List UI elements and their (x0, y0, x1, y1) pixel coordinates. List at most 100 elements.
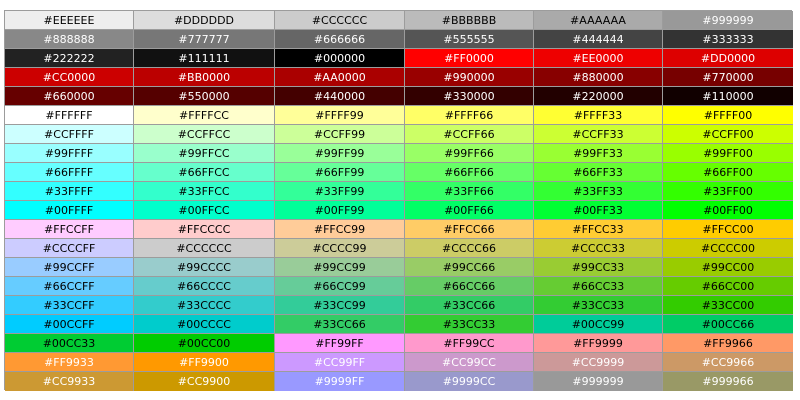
color-swatch-cell[interactable]: #99CC66 (405, 258, 534, 277)
color-swatch-cell[interactable]: #99CC99 (275, 258, 405, 277)
color-swatch-cell[interactable]: #FFCC33 (534, 220, 663, 239)
color-swatch-cell[interactable]: #33FF66 (405, 182, 534, 201)
color-swatch-cell[interactable]: #00FF99 (275, 201, 405, 220)
color-swatch-cell[interactable]: #DDDDDD (134, 11, 275, 30)
color-swatch-cell[interactable]: #550000 (134, 87, 275, 106)
color-swatch-cell[interactable]: #CCFF00 (663, 125, 793, 144)
color-swatch-cell[interactable]: #222222 (5, 49, 134, 68)
color-swatch-cell[interactable]: #00CC00 (134, 334, 275, 353)
color-swatch-cell[interactable]: #999966 (663, 372, 793, 391)
color-swatch-cell[interactable]: #00FF00 (663, 201, 793, 220)
color-swatch-cell[interactable]: #BB0000 (134, 68, 275, 87)
color-swatch-cell[interactable]: #CCCC33 (534, 239, 663, 258)
color-swatch-cell[interactable]: #999999 (663, 11, 793, 30)
color-swatch-cell[interactable]: #FF9900 (134, 353, 275, 372)
color-swatch-cell[interactable]: #00CCFF (5, 315, 134, 334)
color-swatch-cell[interactable]: #777777 (134, 30, 275, 49)
color-swatch-cell[interactable]: #00CC33 (5, 334, 134, 353)
color-swatch-cell[interactable]: #FF99CC (405, 334, 534, 353)
color-swatch-cell[interactable]: #555555 (405, 30, 534, 49)
color-swatch-cell[interactable]: #66CCFF (5, 277, 134, 296)
color-swatch-cell[interactable]: #33CC66 (405, 296, 534, 315)
color-swatch-cell[interactable]: #33FFCC (134, 182, 275, 201)
color-swatch-cell[interactable]: #33CCCC (134, 296, 275, 315)
color-swatch-cell[interactable]: #00CC66 (663, 315, 793, 334)
color-swatch-cell[interactable]: #AA0000 (275, 68, 405, 87)
color-swatch-cell[interactable]: #CC9900 (134, 372, 275, 391)
color-swatch-cell[interactable]: #CCCC99 (275, 239, 405, 258)
color-swatch-cell[interactable]: #FF9999 (534, 334, 663, 353)
color-swatch-cell[interactable]: #999999 (534, 372, 663, 391)
color-swatch-cell[interactable]: #33CC99 (275, 296, 405, 315)
color-swatch-cell[interactable]: #99FF00 (663, 144, 793, 163)
color-swatch-cell[interactable]: #CCFF66 (405, 125, 534, 144)
color-swatch-cell[interactable]: #66FF33 (534, 163, 663, 182)
color-swatch-cell[interactable]: #888888 (5, 30, 134, 49)
color-swatch-cell[interactable]: #CCCCCC (275, 11, 405, 30)
color-swatch-cell[interactable]: #CCCCFF (5, 239, 134, 258)
color-swatch-cell[interactable]: #33CC33 (534, 296, 663, 315)
color-swatch-cell[interactable]: #99CCCC (134, 258, 275, 277)
color-swatch-cell[interactable]: #99CC00 (663, 258, 793, 277)
color-swatch-cell[interactable]: #FFCC66 (405, 220, 534, 239)
color-swatch-cell[interactable]: #CCFFFF (5, 125, 134, 144)
color-swatch-cell[interactable]: #33FF99 (275, 182, 405, 201)
color-swatch-cell[interactable]: #66CC33 (534, 277, 663, 296)
color-swatch-cell[interactable]: #CC9999 (534, 353, 663, 372)
color-swatch-cell[interactable]: #FFFF66 (405, 106, 534, 125)
color-swatch-cell[interactable]: #000000 (275, 49, 405, 68)
color-swatch-cell[interactable]: #FFFF99 (275, 106, 405, 125)
color-swatch-cell[interactable]: #66CCCC (134, 277, 275, 296)
color-swatch-cell[interactable]: #00CC99 (534, 315, 663, 334)
color-swatch-cell[interactable]: #BBBBBB (405, 11, 534, 30)
color-swatch-cell[interactable]: #880000 (534, 68, 663, 87)
color-swatch-cell[interactable]: #330000 (405, 87, 534, 106)
color-swatch-cell[interactable]: #CCFFCC (134, 125, 275, 144)
color-swatch-cell[interactable]: #CCFF99 (275, 125, 405, 144)
color-swatch-cell[interactable]: #66CC66 (405, 277, 534, 296)
color-swatch-cell[interactable]: #66CC00 (663, 277, 793, 296)
color-swatch-cell[interactable]: #33CCFF (5, 296, 134, 315)
color-swatch-cell[interactable]: #33CC66 (275, 315, 405, 334)
color-swatch-cell[interactable]: #FF0000 (405, 49, 534, 68)
color-swatch-cell[interactable]: #FFFF00 (663, 106, 793, 125)
color-swatch-cell[interactable]: #AAAAAA (534, 11, 663, 30)
color-swatch-cell[interactable]: #33CC00 (663, 296, 793, 315)
color-swatch-cell[interactable]: #CC9933 (5, 372, 134, 391)
color-swatch-cell[interactable]: #FFFFCC (134, 106, 275, 125)
color-swatch-cell[interactable]: #FFCC99 (275, 220, 405, 239)
color-swatch-cell[interactable]: #CC99FF (275, 353, 405, 372)
color-swatch-cell[interactable]: #FFCCFF (5, 220, 134, 239)
color-swatch-cell[interactable]: #FFFFFF (5, 106, 134, 125)
color-swatch-cell[interactable]: #111111 (134, 49, 275, 68)
color-swatch-cell[interactable]: #00FF33 (534, 201, 663, 220)
color-swatch-cell[interactable]: #666666 (275, 30, 405, 49)
color-swatch-cell[interactable]: #FFCCCC (134, 220, 275, 239)
color-swatch-cell[interactable]: #990000 (405, 68, 534, 87)
color-swatch-cell[interactable]: #99CC33 (534, 258, 663, 277)
color-swatch-cell[interactable]: #33FFFF (5, 182, 134, 201)
color-swatch-cell[interactable]: #66FFFF (5, 163, 134, 182)
color-swatch-cell[interactable]: #66FFCC (134, 163, 275, 182)
color-swatch-cell[interactable]: #CCFF33 (534, 125, 663, 144)
color-swatch-cell[interactable]: #FF99FF (275, 334, 405, 353)
color-swatch-cell[interactable]: #00CCCC (134, 315, 275, 334)
color-swatch-cell[interactable]: #00FF66 (405, 201, 534, 220)
color-swatch-cell[interactable]: #99CCFF (5, 258, 134, 277)
color-swatch-cell[interactable]: #33FF00 (663, 182, 793, 201)
color-swatch-cell[interactable]: #99FFCC (134, 144, 275, 163)
color-swatch-cell[interactable]: #EE0000 (534, 49, 663, 68)
color-swatch-cell[interactable]: #CCCC66 (405, 239, 534, 258)
color-swatch-cell[interactable]: #FF9933 (5, 353, 134, 372)
color-swatch-cell[interactable]: #DD0000 (663, 49, 793, 68)
color-swatch-cell[interactable]: #444444 (534, 30, 663, 49)
color-swatch-cell[interactable]: #66CC99 (275, 277, 405, 296)
color-swatch-cell[interactable]: #66FF99 (275, 163, 405, 182)
color-swatch-cell[interactable]: #333333 (663, 30, 793, 49)
color-swatch-cell[interactable]: #EEEEEE (5, 11, 134, 30)
color-swatch-cell[interactable]: #9999FF (275, 372, 405, 391)
color-swatch-cell[interactable]: #CC0000 (5, 68, 134, 87)
color-swatch-cell[interactable]: #110000 (663, 87, 793, 106)
color-swatch-cell[interactable]: #FFFF33 (534, 106, 663, 125)
color-swatch-cell[interactable]: #770000 (663, 68, 793, 87)
